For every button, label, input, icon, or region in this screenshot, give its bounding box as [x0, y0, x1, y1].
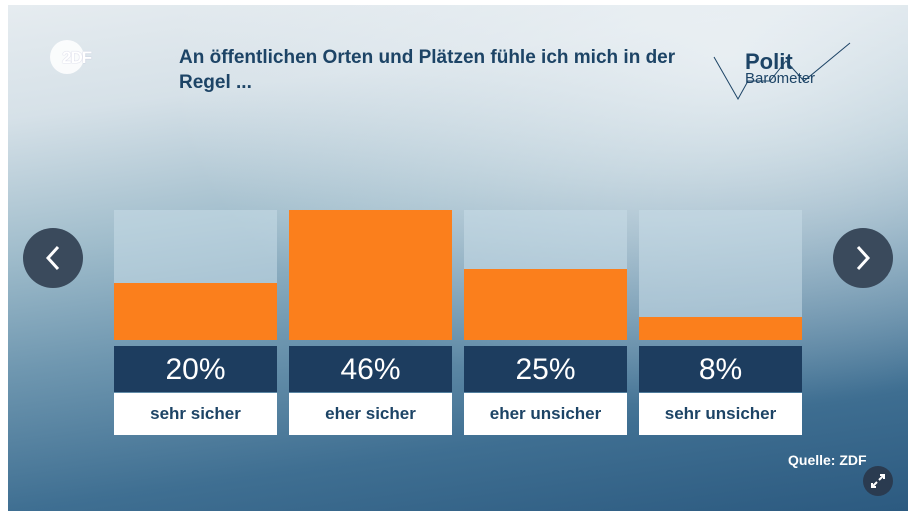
data-label: 20% — [114, 346, 277, 392]
bar — [464, 269, 627, 340]
bar-panel — [289, 210, 452, 340]
data-label: 8% — [639, 346, 802, 392]
bar-panel — [114, 210, 277, 340]
zdf-logo: 2DF — [50, 40, 92, 74]
expand-icon — [871, 474, 885, 488]
data-label: 46% — [289, 346, 452, 392]
category-label: eher sicher — [289, 393, 452, 435]
brand-top: Polit — [745, 49, 793, 74]
bar — [639, 317, 802, 340]
bar — [289, 210, 452, 340]
bar-panel — [639, 210, 802, 340]
category-label: sehr unsicher — [639, 393, 802, 435]
brand-bottom: Barometer — [745, 70, 816, 87]
bar — [114, 283, 277, 340]
chart-title: An öffentlichen Orten und Plätzen fühle … — [179, 47, 676, 93]
previous-button[interactable] — [23, 228, 83, 288]
politbarometer-logo: Polit Barometer — [708, 39, 858, 109]
chevron-right-icon — [856, 245, 871, 271]
data-label: 25% — [464, 346, 627, 392]
category-label: eher unsicher — [464, 393, 627, 435]
next-button[interactable] — [833, 228, 893, 288]
fullscreen-button[interactable] — [863, 466, 893, 496]
category-label: sehr sicher — [114, 393, 277, 435]
source-text: Quelle: ZDF — [788, 452, 867, 468]
chart-slide: 2DF An öffentlichen Orten und Plätzen fü… — [8, 5, 908, 511]
bar-panel — [464, 210, 627, 340]
chevron-left-icon — [45, 245, 60, 271]
